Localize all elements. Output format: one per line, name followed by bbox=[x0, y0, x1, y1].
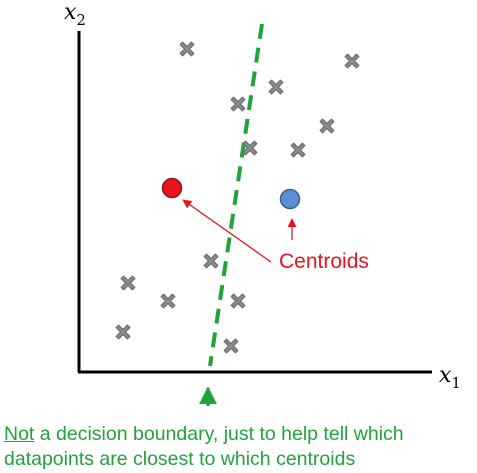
caption: Not a decision boundary, just to help te… bbox=[4, 422, 477, 472]
x-axis-label-main: x bbox=[439, 363, 452, 388]
caption-line-1: Not a decision boundary, just to help te… bbox=[4, 422, 477, 447]
datapoint-x-cross-icon bbox=[115, 324, 131, 340]
datapoint-x-cross-icon bbox=[230, 293, 246, 309]
caption-line-1-rest: a decision boundary, just to help tell w… bbox=[34, 423, 404, 445]
y-axis-label: x2 bbox=[64, 0, 86, 29]
arrow-to-red-centroid bbox=[182, 199, 272, 263]
caption-emphasis: Not bbox=[4, 423, 35, 445]
datapoint-x-cross-icon bbox=[268, 79, 284, 95]
datapoint-x-cross-icon bbox=[319, 118, 335, 134]
datapoint-x-cross-icon bbox=[290, 142, 306, 158]
centroids-label: Centroids bbox=[279, 250, 369, 273]
datapoint-x-cross-icon bbox=[179, 41, 195, 57]
datapoint-x-cross-icon bbox=[344, 53, 360, 69]
dashed-separator-line bbox=[208, 23, 264, 367]
x-axis-label-subscript: 1 bbox=[451, 374, 461, 392]
centroid-blue-circle-icon bbox=[279, 188, 301, 210]
datapoint-x-cross-icon bbox=[223, 338, 239, 354]
centroid-red-circle-icon bbox=[161, 177, 183, 199]
datapoint-x-cross-icon bbox=[160, 293, 176, 309]
caption-line-2: datapoints are closest to which centroid… bbox=[4, 448, 356, 470]
datapoint-x-cross-icon bbox=[120, 275, 136, 291]
y-axis-label-subscript: 2 bbox=[76, 11, 86, 29]
datapoint-x-cross-icon bbox=[230, 96, 246, 112]
datapoint-x-cross-icon bbox=[203, 253, 219, 269]
x-axis-label: x1 bbox=[439, 363, 461, 392]
y-axis-label-main: x bbox=[64, 0, 77, 25]
datapoint-x-cross-icon bbox=[242, 140, 258, 156]
